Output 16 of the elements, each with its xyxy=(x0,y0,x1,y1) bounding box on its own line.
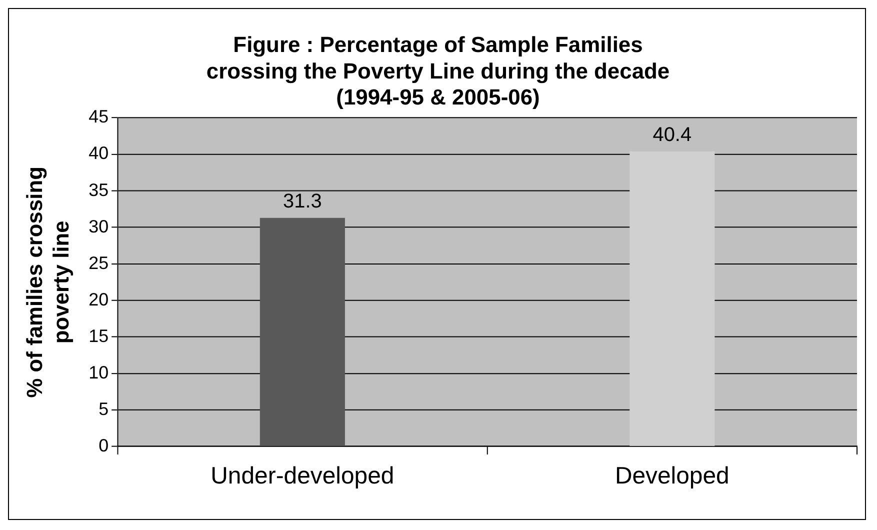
y-axis-title: % of families crossing poverty line xyxy=(22,166,74,398)
y-tick-label: 15 xyxy=(88,326,109,346)
x-tick-label: Under-developed xyxy=(210,462,394,490)
y-tick-label: 10 xyxy=(88,362,109,382)
y-tick-label: 30 xyxy=(88,216,109,236)
data-label: 40.4 xyxy=(652,124,692,146)
y-tick-label: 20 xyxy=(88,289,109,310)
chart-title: Figure : Percentage of Sample Families crossing the Poverty Line during the decade (1994-95 & 2005-06) xyxy=(206,32,670,110)
data-label: 31.3 xyxy=(283,190,322,212)
y-tick-label: 5 xyxy=(98,398,109,419)
x-tick-label: Developed xyxy=(614,462,730,490)
y-tick-label: 35 xyxy=(88,180,109,200)
y-tick-label: 40 xyxy=(88,143,109,164)
y-tick-label: 0 xyxy=(98,435,109,456)
y-tick-label: 25 xyxy=(88,252,109,273)
y-tick-label: 45 xyxy=(88,106,109,127)
